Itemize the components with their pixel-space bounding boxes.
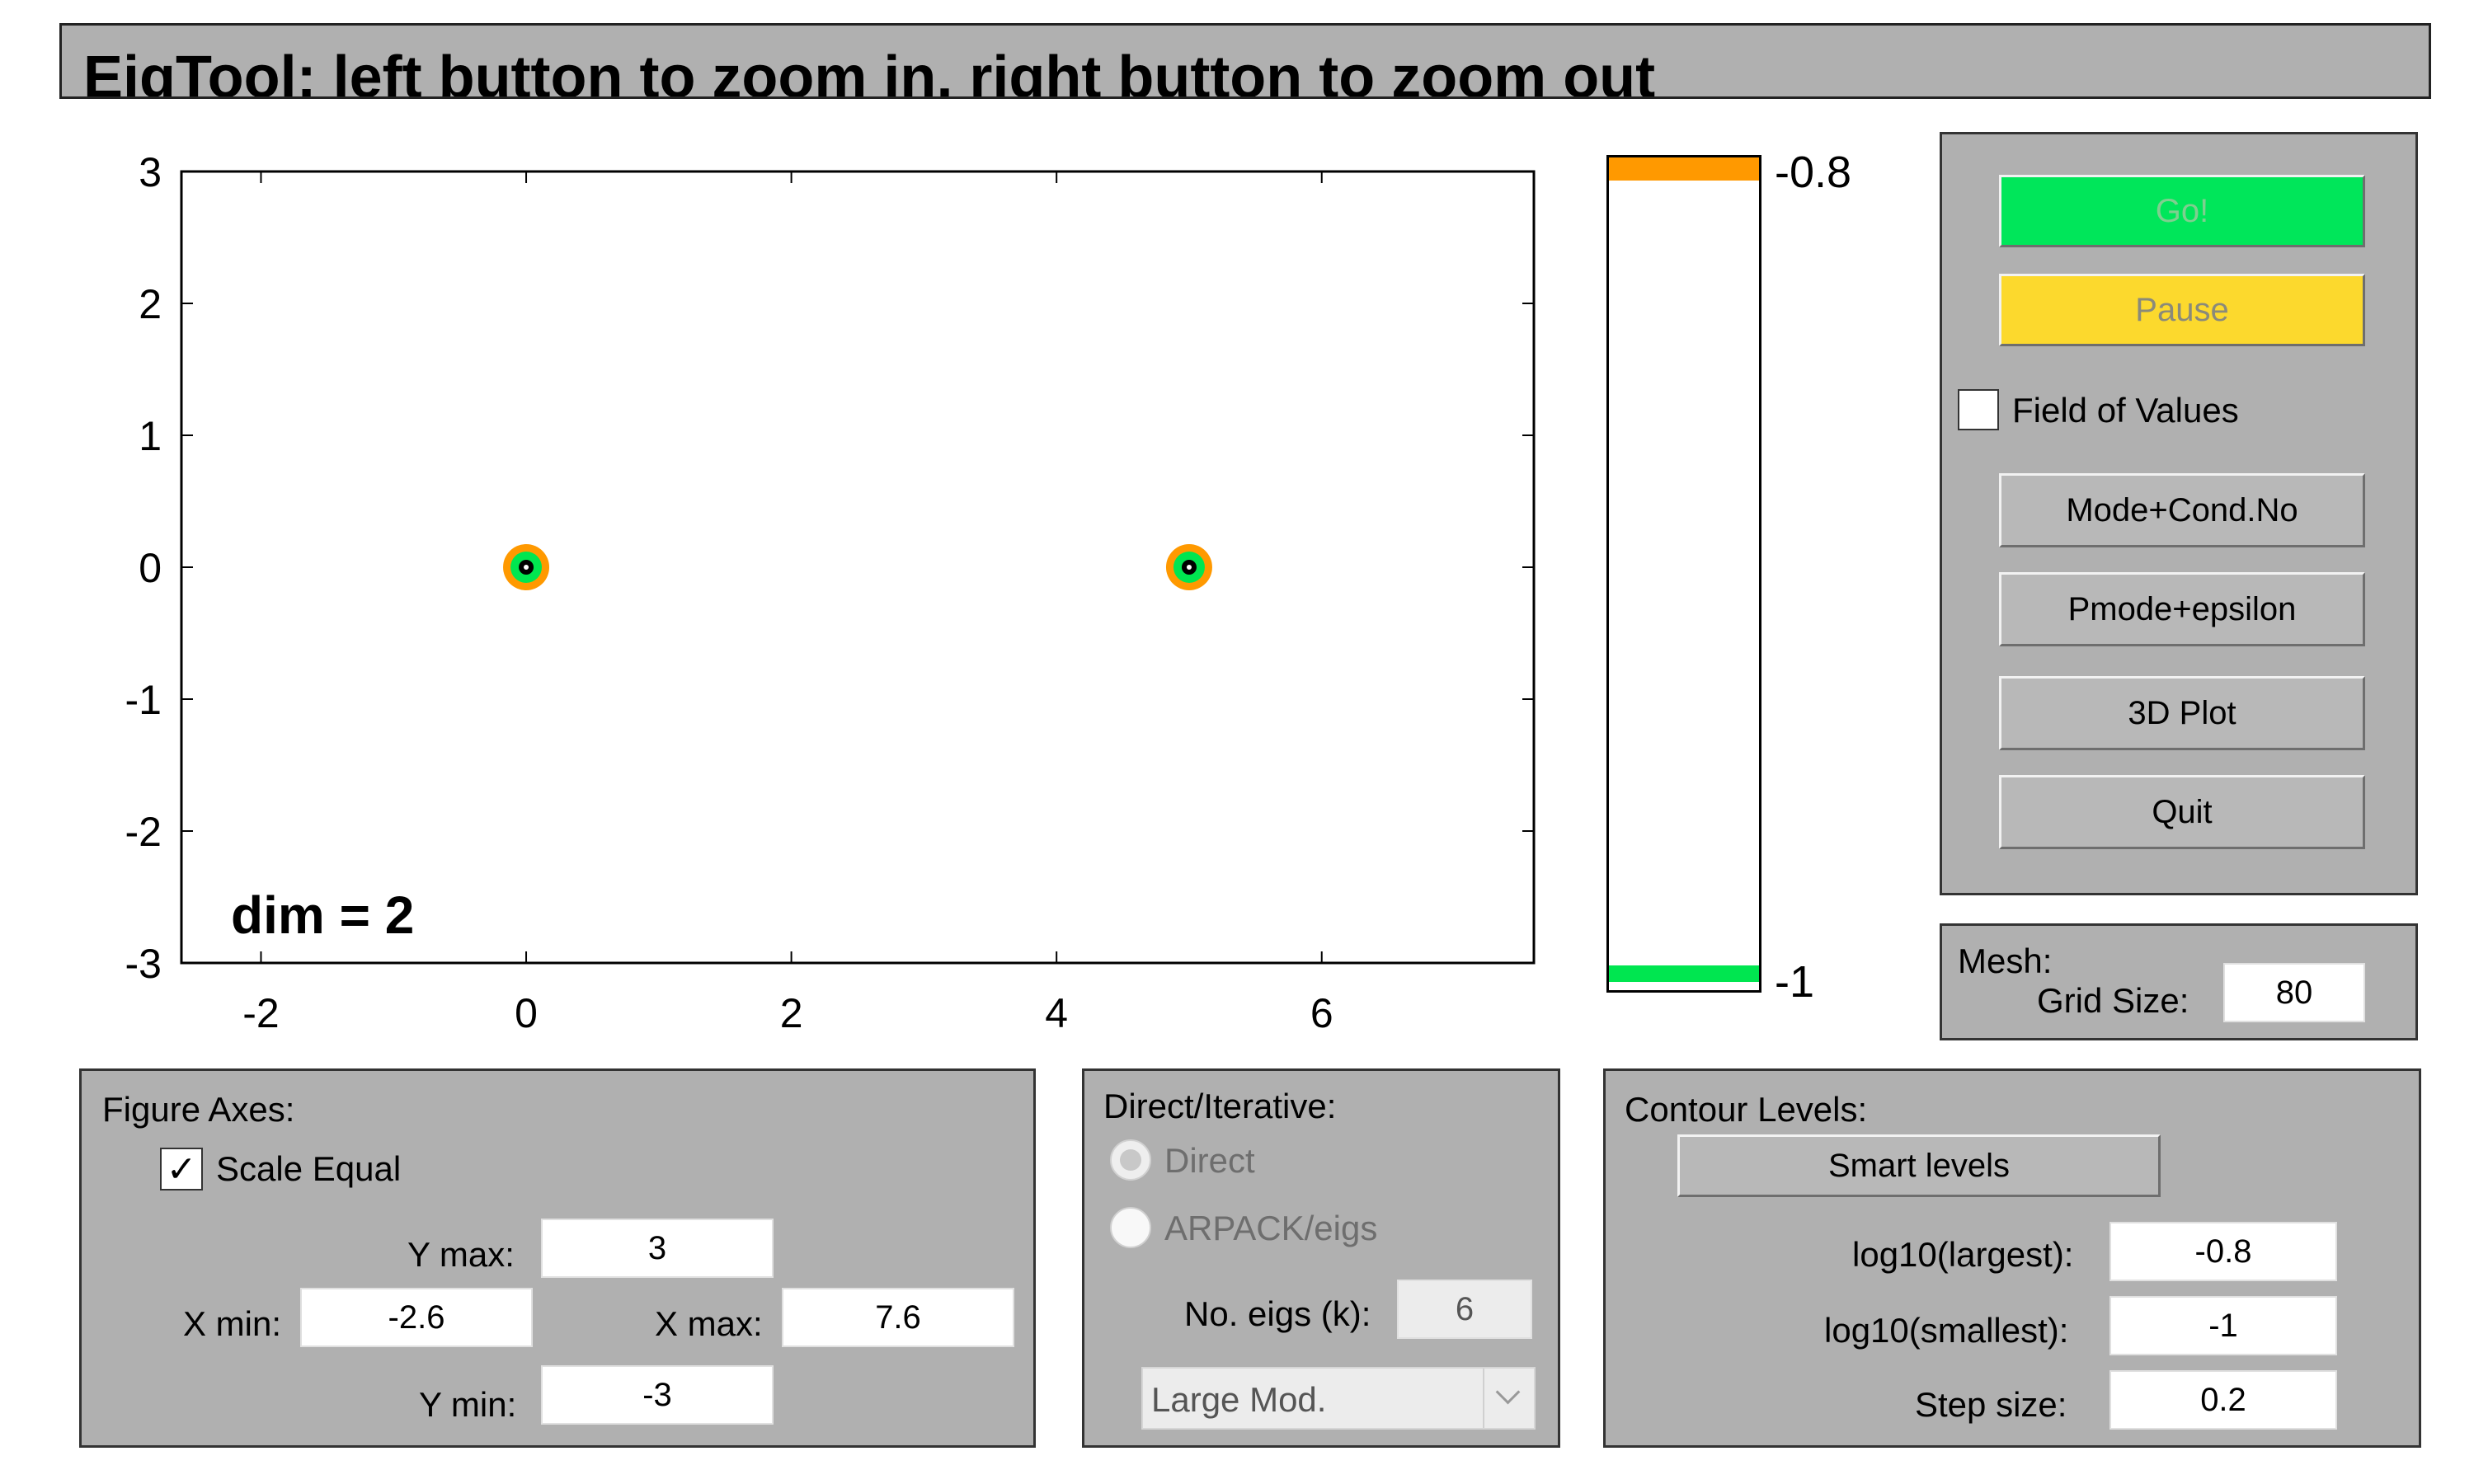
x-tick-label: 2 xyxy=(780,990,803,1036)
ymin-input[interactable]: -3 xyxy=(541,1365,774,1425)
direct-radio[interactable] xyxy=(1110,1139,1151,1181)
x-tick-label: 6 xyxy=(1310,990,1333,1036)
xmin-input[interactable]: -2.6 xyxy=(300,1288,533,1347)
dim-label: dim = 2 xyxy=(231,885,414,945)
y-ticks: 3 2 1 0 -1 -2 -3 xyxy=(125,149,1534,987)
scale-equal-label: Scale Equal xyxy=(216,1149,402,1188)
xmin-label: X min: xyxy=(183,1304,282,1343)
no-eigs-input[interactable]: 6 xyxy=(1397,1280,1532,1339)
3d-plot-button[interactable]: 3D Plot xyxy=(1999,676,2365,750)
field-of-values-label: Field of Values xyxy=(2012,391,2239,430)
mesh-title: Mesh: xyxy=(1958,942,2053,980)
y-tick-label: 2 xyxy=(139,281,162,327)
x-tick-label: -2 xyxy=(242,990,279,1036)
ymax-label: Y max: xyxy=(407,1235,515,1274)
figure-axes-title: Figure Axes: xyxy=(102,1090,295,1129)
smart-levels-button[interactable]: Smart levels xyxy=(1677,1134,2161,1197)
xmax-label: X max: xyxy=(655,1304,763,1343)
arpack-label: ARPACK/eigs xyxy=(1164,1209,1378,1247)
mode-cond-button[interactable]: Mode+Cond.No xyxy=(1999,473,2365,547)
field-of-values-checkbox[interactable] xyxy=(1958,389,1999,430)
direct-iterative-title: Direct/Iterative: xyxy=(1103,1087,1337,1125)
plot-area xyxy=(180,170,1536,965)
y-tick-label: 0 xyxy=(139,545,162,591)
smallest-input[interactable]: -1 xyxy=(2109,1296,2337,1355)
checkmark-icon: ✓ xyxy=(166,1149,197,1190)
eigenvalue-center xyxy=(1186,565,1192,570)
x-tick-label: 4 xyxy=(1045,990,1068,1036)
xmax-input[interactable]: 7.6 xyxy=(782,1288,1014,1347)
eigenvalue-center xyxy=(524,565,529,570)
eigenvalue-markers xyxy=(503,544,1212,590)
y-tick-label: 3 xyxy=(139,149,162,195)
no-eigs-label: No. eigs (k): xyxy=(1184,1294,1371,1333)
quit-button[interactable]: Quit xyxy=(1999,775,2365,849)
colorbar-top-label: -0.8 xyxy=(1775,148,1852,197)
arpack-radio[interactable] xyxy=(1110,1207,1151,1248)
y-tick-label: 1 xyxy=(139,413,162,459)
y-tick-label: -2 xyxy=(125,809,162,855)
go-button[interactable]: Go! xyxy=(1999,175,2365,247)
scale-equal-checkbox[interactable]: ✓ xyxy=(160,1148,203,1190)
step-size-label: Step size: xyxy=(1915,1385,2067,1424)
colorbar xyxy=(1606,155,1761,993)
main-plot[interactable]: -2 0 2 4 6 3 2 1 0 -1 -2 -3 dim = 2 xyxy=(0,124,1567,1055)
largest-label: log10(largest): xyxy=(1852,1235,2074,1274)
colorbar-green-band xyxy=(1609,965,1759,982)
chevron-down-icon xyxy=(1483,1369,1534,1428)
contour-levels-title: Contour Levels: xyxy=(1625,1090,1868,1129)
which-select-value: Large Mod. xyxy=(1151,1380,1327,1419)
smallest-label: log10(smallest): xyxy=(1824,1311,2069,1350)
grid-size-label: Grid Size: xyxy=(2037,981,2189,1020)
x-ticks: -2 0 2 4 6 xyxy=(242,171,1333,1036)
x-tick-label: 0 xyxy=(515,990,538,1036)
colorbar-orange-band xyxy=(1609,157,1759,181)
grid-size-input[interactable]: 80 xyxy=(2223,963,2365,1022)
window-title: EigTool: left button to zoom in, right b… xyxy=(83,45,1656,99)
which-select[interactable]: Large Mod. xyxy=(1141,1367,1536,1430)
step-size-input[interactable]: 0.2 xyxy=(2109,1370,2337,1430)
title-bar: EigTool: left button to zoom in, right b… xyxy=(59,23,2431,99)
ymax-input[interactable]: 3 xyxy=(541,1219,774,1278)
pmode-epsilon-button[interactable]: Pmode+epsilon xyxy=(1999,572,2365,646)
ymin-label: Y min: xyxy=(419,1385,517,1424)
y-tick-label: -1 xyxy=(125,677,162,723)
direct-label: Direct xyxy=(1164,1141,1255,1180)
y-tick-label: -3 xyxy=(125,941,162,987)
largest-input[interactable]: -0.8 xyxy=(2109,1222,2337,1281)
colorbar-bottom-label: -1 xyxy=(1775,957,1815,1007)
pause-button[interactable]: Pause xyxy=(1999,274,2365,346)
